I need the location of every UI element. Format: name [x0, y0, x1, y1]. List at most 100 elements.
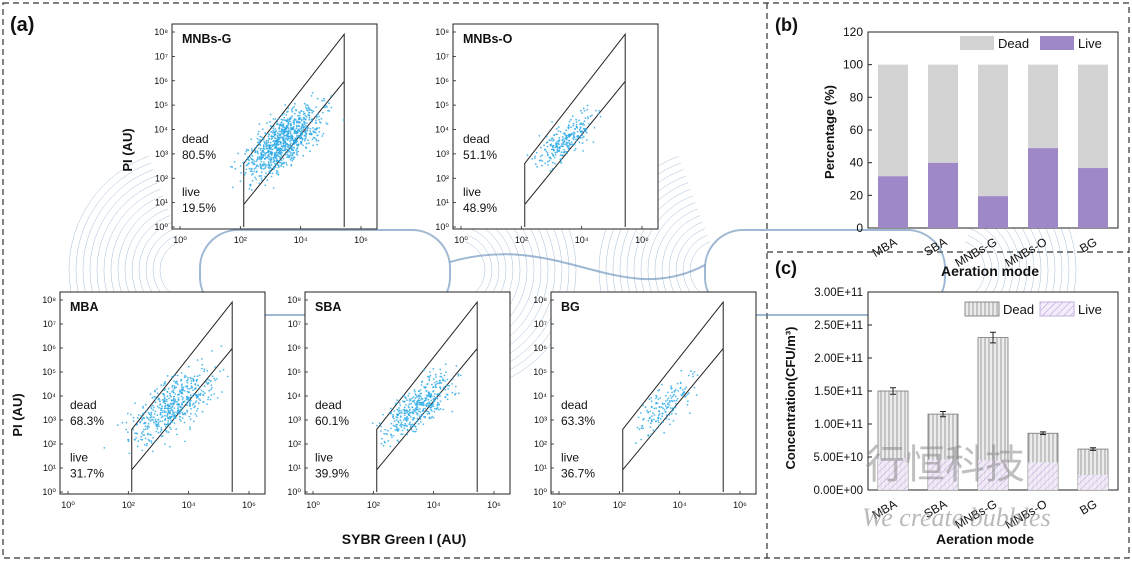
y-tick-label: 120 [843, 25, 863, 39]
y-tick-label: 10¹ [436, 198, 449, 208]
scatter-point [143, 412, 145, 415]
scatter-point [250, 189, 253, 191]
scatter-point [152, 406, 155, 409]
scatter-point [442, 387, 445, 389]
scatter-point [282, 131, 284, 133]
scatter-point [578, 141, 581, 144]
y-tick-label: 5.00E+10 [813, 452, 863, 464]
scatter-point [245, 148, 248, 151]
y-tick-label: 10⁶ [287, 343, 301, 353]
scatter-point [306, 126, 309, 129]
scatter-point [430, 392, 432, 395]
scatter-point [309, 130, 311, 132]
scatter-point [421, 380, 424, 383]
scatter-point [395, 425, 398, 428]
scatter-points [526, 104, 602, 172]
scatter-point [652, 429, 655, 432]
scatter-point [296, 143, 298, 146]
scatter-point [156, 428, 159, 430]
scatter-point [287, 135, 290, 138]
scatter-point [660, 406, 663, 408]
y-tick-label: 60 [850, 123, 864, 137]
scatter-point [589, 115, 592, 118]
scatter-point [376, 424, 378, 427]
scatter-point [137, 414, 140, 416]
scatter-point [239, 180, 242, 183]
scatter-point [169, 411, 171, 414]
scatter-point [152, 409, 155, 411]
scatter-point [283, 126, 285, 129]
scatter-point [158, 406, 161, 409]
scatter-point [185, 398, 188, 400]
scatter-point [390, 422, 393, 425]
scatter-point [153, 416, 155, 419]
scatter-point [668, 418, 671, 421]
legend-live: Live [1078, 36, 1102, 51]
scatter-point [305, 126, 307, 129]
scatter-point [272, 187, 275, 189]
bar-live [1078, 474, 1108, 490]
scatter-point [291, 115, 294, 117]
scatter-point [167, 387, 170, 390]
scatter-point [302, 110, 305, 113]
scatter-point [405, 417, 407, 419]
scatter-point [167, 422, 170, 425]
scatter-point [416, 417, 419, 420]
scatter-point [407, 394, 410, 397]
scatter-point [267, 153, 270, 156]
scatter-point [161, 415, 164, 418]
scatter-point [575, 123, 578, 126]
scatter-point [151, 450, 154, 453]
scatter-point [579, 137, 582, 139]
scatter-point [142, 430, 144, 433]
scatter-point [295, 127, 298, 130]
scatter-point [298, 118, 300, 121]
scatter-point [280, 162, 283, 164]
scatter-point [136, 423, 139, 426]
scatter-point [281, 132, 283, 135]
scatter-point [306, 122, 308, 124]
scatter-point [658, 389, 661, 391]
scatter-point [321, 99, 323, 102]
scatter-point [130, 413, 132, 416]
scatter-point [550, 157, 552, 160]
scatter-point [592, 141, 595, 144]
scatter-point [167, 431, 170, 434]
scatter-point [384, 428, 387, 431]
scatter-point [274, 131, 277, 134]
scatter-point [564, 143, 566, 146]
y-tick-label: 80 [850, 90, 864, 104]
scatter-point [298, 114, 301, 117]
scatter-point [567, 126, 569, 129]
scatter-point [150, 440, 153, 442]
scatter-point [640, 438, 642, 441]
scatter-point [546, 160, 549, 163]
scatter-point [275, 158, 278, 160]
scatter-point [191, 395, 194, 397]
scatter-point [146, 427, 149, 430]
scatter-point [201, 358, 203, 360]
scatter-point [298, 129, 301, 132]
scatter-point [434, 384, 437, 386]
scatter-point [411, 423, 414, 426]
scatter-point [160, 435, 163, 438]
scatter-point [143, 443, 146, 446]
scatter-point [560, 145, 563, 148]
legend-live: Live [1078, 302, 1102, 317]
scatter-point [308, 116, 311, 119]
scatter-point [150, 413, 153, 416]
scatter-point [674, 388, 677, 391]
scatter-point [164, 414, 167, 417]
bubble-line [159, 241, 180, 299]
y-tick-label: 10² [288, 439, 301, 449]
scatter-point [301, 129, 303, 132]
scatter-point [221, 391, 223, 393]
scatter-point [559, 130, 562, 133]
scatter-point [401, 429, 404, 432]
dead-percent: 51.1% [463, 148, 497, 162]
scatter-point [409, 408, 411, 411]
scatter-point [267, 149, 270, 152]
scatter-point [276, 134, 279, 137]
scatter-point [301, 132, 304, 134]
